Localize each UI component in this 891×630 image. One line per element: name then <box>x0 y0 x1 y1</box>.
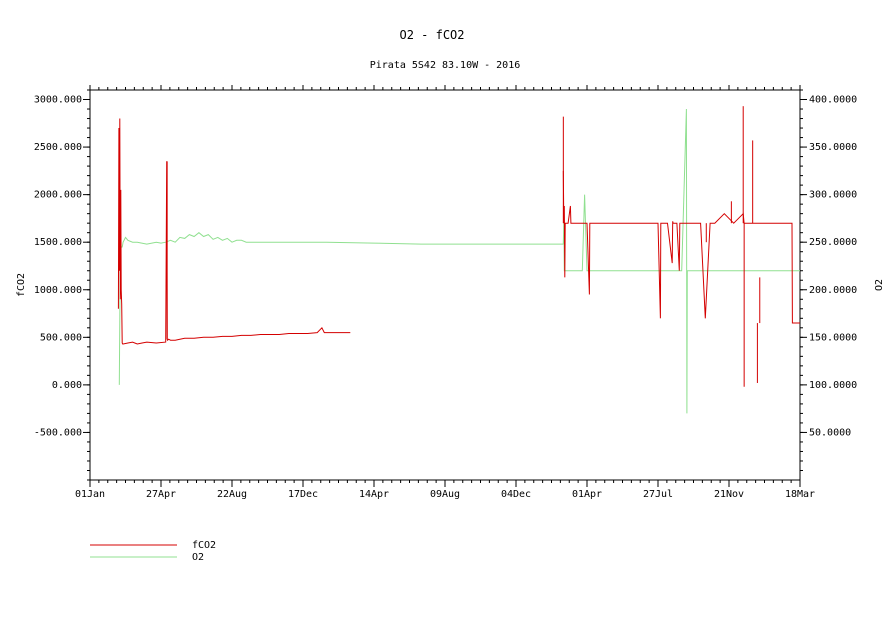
y-axis-right: 400.0000 350.0000 300.0000 250.0000 200.0000… <box>800 89 857 471</box>
y-left-tick-label: 2000.000 <box>34 190 82 201</box>
x-tick-label: 04Dec <box>501 489 531 500</box>
series-line-fco2 <box>117 118 800 345</box>
y-left-tick-label: 500.000 <box>40 332 82 343</box>
y-left-tick-label: 1500.000 <box>34 237 82 248</box>
chart-subtitle: Pirata 5S42 83.10W - 2016 <box>370 60 521 71</box>
x-tick-label: 01Apr <box>572 489 602 500</box>
x-tick-label: 18Mar <box>785 489 815 500</box>
y-left-axis-label: fCO2 <box>16 273 27 297</box>
chart-title: O2 - fCO2 <box>399 28 464 42</box>
y-right-tick-label: 300.0000 <box>809 190 857 201</box>
y-right-tick-label: 50.0000 <box>809 427 851 438</box>
y-right-tick-label: 250.0000 <box>809 237 857 248</box>
y-axis-left: 3000.000 2500.000 2000.000 1500.000 1000.000… <box>34 89 90 481</box>
x-tick-label: 09Aug <box>430 489 460 500</box>
y-left-tick-label: -500.000 <box>34 427 82 438</box>
legend: fCO2 O2 <box>90 540 216 563</box>
y-left-tick-label: 1000.000 <box>34 285 82 296</box>
y-right-tick-label: 350.0000 <box>809 142 857 153</box>
y-left-tick-label: 0.000 <box>52 380 82 391</box>
x-tick-label: 27Apr <box>146 489 176 500</box>
series-line-o2 <box>118 108 800 414</box>
x-tick-label: 27Jul <box>643 489 673 500</box>
plot-border <box>89 89 801 481</box>
x-tick-label: 21Nov <box>714 489 744 500</box>
x-tick-label: 22Aug <box>217 489 247 500</box>
y-left-tick-label: 2500.000 <box>34 142 82 153</box>
y-right-tick-label: 400.0000 <box>809 95 857 106</box>
x-tick-label: 01Jan <box>75 489 105 500</box>
y-right-tick-label: 200.0000 <box>809 285 857 296</box>
x-tick-label: 14Apr <box>359 489 389 500</box>
plot-frame <box>89 89 801 481</box>
y-left-tick-label: 3000.000 <box>34 95 82 106</box>
legend-label-o2: O2 <box>192 552 204 563</box>
y-right-tick-label: 100.0000 <box>809 380 857 391</box>
legend-label-fco2: fCO2 <box>192 540 216 551</box>
y-right-tick-label: 150.0000 <box>809 332 857 343</box>
x-tick-label: 17Dec <box>288 489 318 500</box>
y-right-axis-label: O2 <box>874 279 885 291</box>
series-layer <box>117 106 800 414</box>
x-axis: 01Jan 27Apr 22Aug 17Dec 14Apr 09Aug 04Dec 01Apr… <box>75 85 815 500</box>
